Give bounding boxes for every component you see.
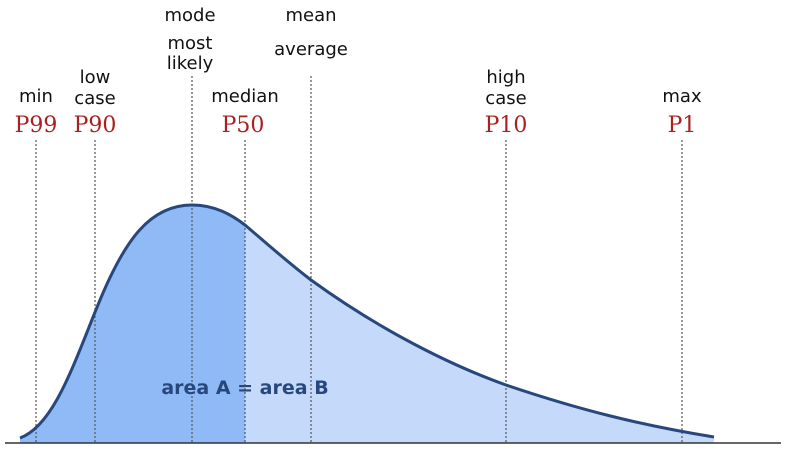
label-mode: mode	[164, 5, 215, 26]
label-average: average	[274, 39, 348, 60]
distribution-curve	[19, 203, 715, 440]
label-likely: likely	[167, 53, 214, 74]
percentile-p10: P10	[485, 113, 528, 138]
label-median: median	[211, 86, 278, 107]
label-case-high: case	[485, 88, 526, 109]
area-left-fill	[20, 205, 245, 443]
label-case-low: case	[74, 88, 115, 109]
percentile-p50: P50	[222, 113, 265, 138]
percentile-p1: P1	[668, 113, 697, 138]
label-low: low	[80, 67, 111, 88]
label-most: most	[168, 33, 213, 54]
percentile-p90: P90	[74, 113, 117, 138]
percentile-p99: P99	[15, 113, 58, 138]
label-max: max	[662, 86, 702, 107]
label-high: high	[486, 67, 525, 88]
area-right-fill	[245, 225, 714, 443]
label-mean: mean	[285, 5, 336, 26]
area-annotation: area A = area B	[161, 377, 328, 399]
label-min: min	[19, 86, 53, 107]
